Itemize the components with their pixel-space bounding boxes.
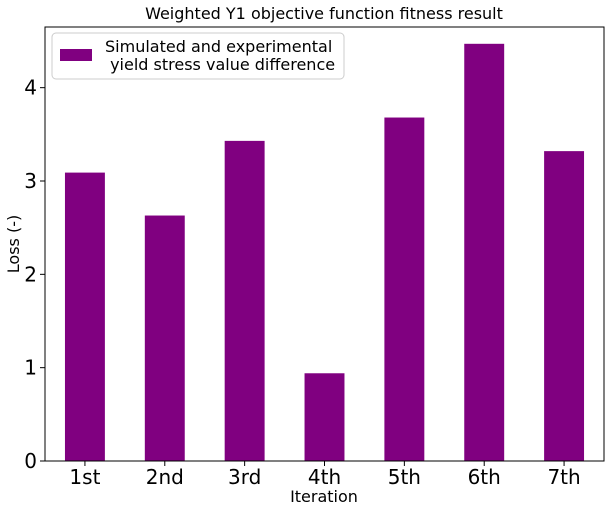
y-axis-label: Loss (-) [4, 215, 23, 273]
y-tick-label: 2 [24, 262, 37, 286]
chart-title: Weighted Y1 objective function fitness r… [145, 4, 503, 23]
x-tick-label: 2nd [146, 465, 184, 489]
bar-6th [464, 43, 505, 462]
bar-3rd [224, 140, 265, 461]
bar-5th [384, 117, 425, 461]
x-tick-label: 1st [69, 465, 100, 489]
bar-1st [64, 172, 105, 461]
bar-2nd [144, 215, 185, 461]
y-tick-label: 3 [24, 169, 37, 193]
x-tick-label: 6th [468, 465, 501, 489]
plot-frame [44, 26, 605, 462]
legend-line: yield stress value difference [105, 55, 335, 74]
legend-frame [51, 32, 345, 80]
bars-layer [64, 43, 585, 462]
x-tick-label: 4th [308, 465, 341, 489]
legend: Simulated and experimental yield stress … [51, 32, 345, 80]
x-axis-ticks: 1st 2nd 3rd 4th 5th 6th 7th [69, 461, 581, 489]
x-tick-label: 3rd [228, 465, 261, 489]
y-tick-label: 1 [24, 356, 37, 380]
legend-line: Simulated and experimental [105, 37, 332, 56]
y-tick-label: 0 [24, 449, 37, 473]
x-axis-label: Iteration [290, 487, 358, 506]
x-tick-label: 7th [547, 465, 580, 489]
bar-4th [304, 373, 345, 461]
bar-7th [544, 151, 585, 461]
y-tick-label: 4 [24, 76, 37, 100]
legend-swatch [60, 49, 92, 61]
y-axis-ticks: 0 1 2 3 4 [24, 76, 45, 473]
x-tick-label: 5th [388, 465, 421, 489]
legend-entry: Simulated and experimental yield stress … [105, 37, 335, 74]
